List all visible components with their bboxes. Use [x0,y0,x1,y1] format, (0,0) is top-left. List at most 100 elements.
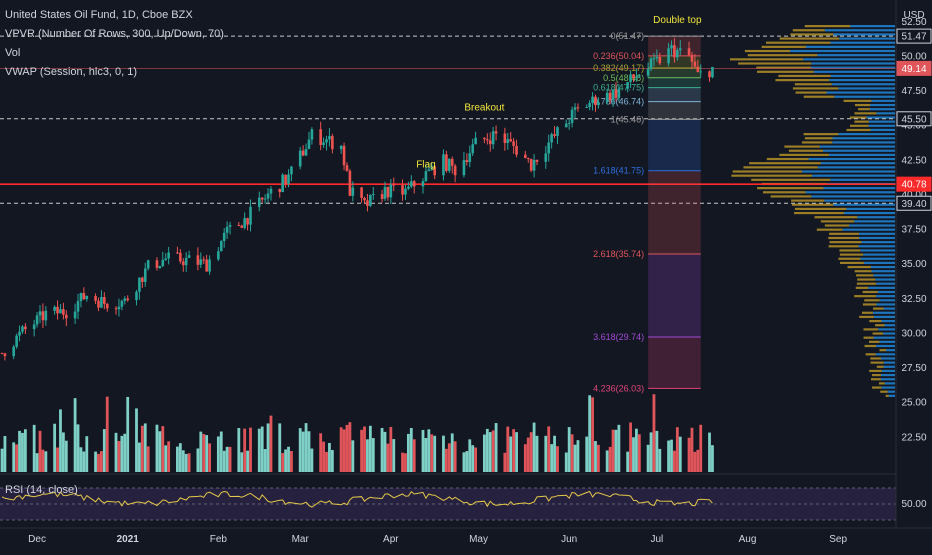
volume-bar [515,432,518,472]
candle-body [462,160,466,176]
candle-body [687,48,691,56]
candle-body [199,259,203,265]
candle-body [638,75,641,77]
volume-bar [608,446,612,472]
candle-body [407,186,410,189]
candle-body [696,66,700,72]
vpvr-bar-down [766,157,809,161]
price-axis[interactable]: 52.5050.0047.5045.0042.5040.0037.5035.00… [901,17,926,510]
candle-body [260,197,264,200]
candle-body [243,218,246,228]
volume-bar [711,445,714,472]
annotation-label: Breakout [464,102,504,113]
vpvr-bar-up [833,203,895,206]
vpvr-bar-down [862,303,877,306]
volume-bar [380,427,384,472]
volume-bar [404,453,407,472]
volume-bar [509,436,513,472]
price-tick-label: 22.50 [901,432,926,443]
price-tick-label: 47.50 [901,86,926,97]
fib-label: 2.618(35.74) [593,249,644,259]
volume-bar [18,430,21,472]
fibonacci-extension[interactable]: 0(51.47) 0.236(50.04) 0.382(49.17)0.5(48.4… [593,31,701,393]
candle-body [515,145,518,155]
volume-bar [114,432,118,472]
vpvr-bar-up [876,282,895,285]
vpvr-bar-down [738,62,812,65]
candle-body [117,306,121,310]
volume-bar [363,426,366,472]
fib-zone [648,87,701,102]
vpvr-bar-down [862,290,878,294]
volume-bar [450,433,454,472]
candle-body [322,142,325,145]
candle-body [176,252,179,254]
vpvr-bar-up [881,319,895,323]
time-axis[interactable]: Dec 2021 Feb Mar Apr May Jun Jul Aug Sep [28,534,847,545]
candle-body [290,166,293,175]
candle-body [474,137,477,145]
volume-bar [646,444,650,472]
vpvr-bar-down [766,41,831,44]
candle-body [591,96,594,104]
candle-body [237,225,241,227]
volume-bar [181,450,185,472]
volume-bar [79,447,83,472]
vpvr-bar-up [881,386,895,389]
vpvr-bar-down [743,166,818,169]
volume-bar [249,427,252,472]
volume-bar [611,429,615,472]
candle-body [488,140,492,145]
volume-bar [328,442,331,472]
vpvr-bar-down [858,108,870,111]
rsi-indicator-label[interactable]: RSI (14, close) [5,484,78,496]
fib-label: 1.618(41.75) [593,166,644,176]
volume-bar [708,432,711,472]
volume-bar [61,432,65,472]
volume-bar [512,429,516,472]
vpvr-bar-down [854,295,877,298]
vpvr-bar-up [838,133,895,136]
price-level-tag [896,60,932,76]
vpvr-bar-down [779,37,840,40]
volume-bar [635,428,638,472]
candle-body [570,109,574,123]
vpvr-bar-up [830,178,895,181]
volume-bar [12,442,16,472]
vpvr-bar-up [884,382,895,385]
vpvr-bar-down [804,25,851,28]
candle-body [56,306,59,314]
vpvr-bar-up [876,303,895,306]
price-level-tag-text: 45.50 [901,114,926,125]
vpvr-bar-down [843,99,872,102]
volume-bar [567,427,571,472]
volume-bar [120,435,124,472]
candle-body [205,259,208,272]
volume-bar [406,433,410,472]
candle-body [181,261,185,266]
candle-body [676,50,679,58]
candle-body [468,153,472,162]
vpvr-bar-up [870,128,895,132]
vpvr-bar-up [870,265,895,269]
candle-body [605,92,609,102]
volume-bar [82,451,86,472]
volume-bar [135,408,138,472]
candle-body [281,174,284,193]
volume-bar [544,435,548,472]
vpvr-bar-down [856,274,874,277]
fib-zone [648,119,701,171]
candle-body [44,310,48,321]
volume-bar [605,450,609,472]
vpvr-bar-up [824,29,895,32]
vpvr-bar-up [830,41,895,44]
candle-body [135,291,138,301]
candle-body [348,170,352,196]
time-tick-label: Jul [650,534,663,545]
vpvr-bar-up [858,245,895,248]
candle-body [389,184,393,198]
candle-body [15,335,18,347]
volume-bar [3,436,7,472]
